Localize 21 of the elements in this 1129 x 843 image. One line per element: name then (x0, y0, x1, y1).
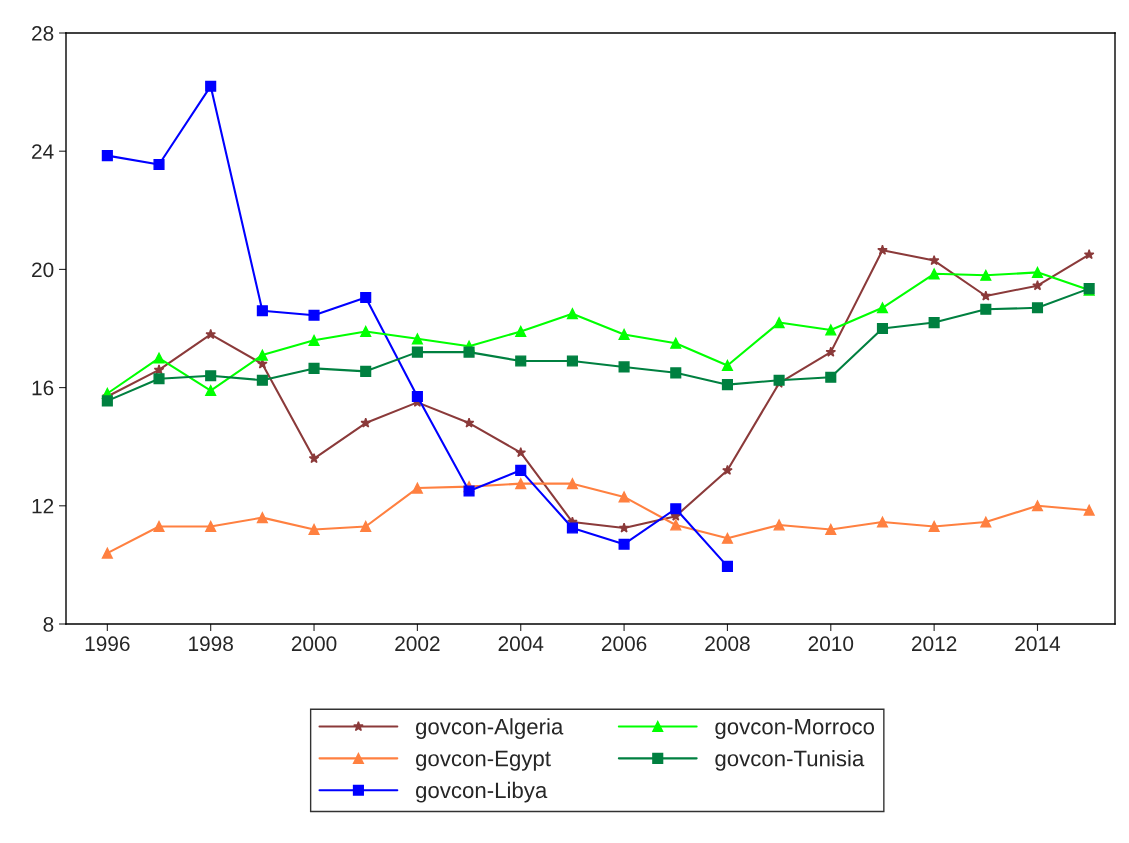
x-tick-label: 2008 (705, 636, 750, 652)
y-tick-label: 8 (43, 617, 54, 632)
x-tick-label: 2000 (291, 636, 337, 652)
legend-label: govcon-Morroco (715, 719, 875, 739)
y-tick-label: 20 (32, 262, 54, 278)
x-tick-label: 2010 (808, 636, 854, 652)
x-tick-label: 2002 (395, 636, 440, 652)
y-tick-label: 24 (32, 144, 54, 159)
y-tick-label: 12 (32, 498, 54, 514)
x-tick-label: 1996 (85, 636, 130, 652)
legend-label: govcon-Libya (416, 781, 548, 803)
y-tick-label: 28 (32, 26, 54, 41)
x-tick-label: 2012 (912, 636, 957, 652)
legend-label: govcon-Tunisia (715, 750, 865, 771)
y-tick-label: 16 (32, 380, 54, 396)
x-tick-label: 2004 (498, 636, 544, 652)
x-tick-label: 2014 (1015, 636, 1061, 652)
x-tick-label: 1998 (189, 636, 233, 652)
legend-label: govcon-Algeria (416, 718, 564, 739)
legend-label: govcon-Egypt (416, 750, 551, 771)
x-tick-label: 2006 (601, 636, 647, 652)
